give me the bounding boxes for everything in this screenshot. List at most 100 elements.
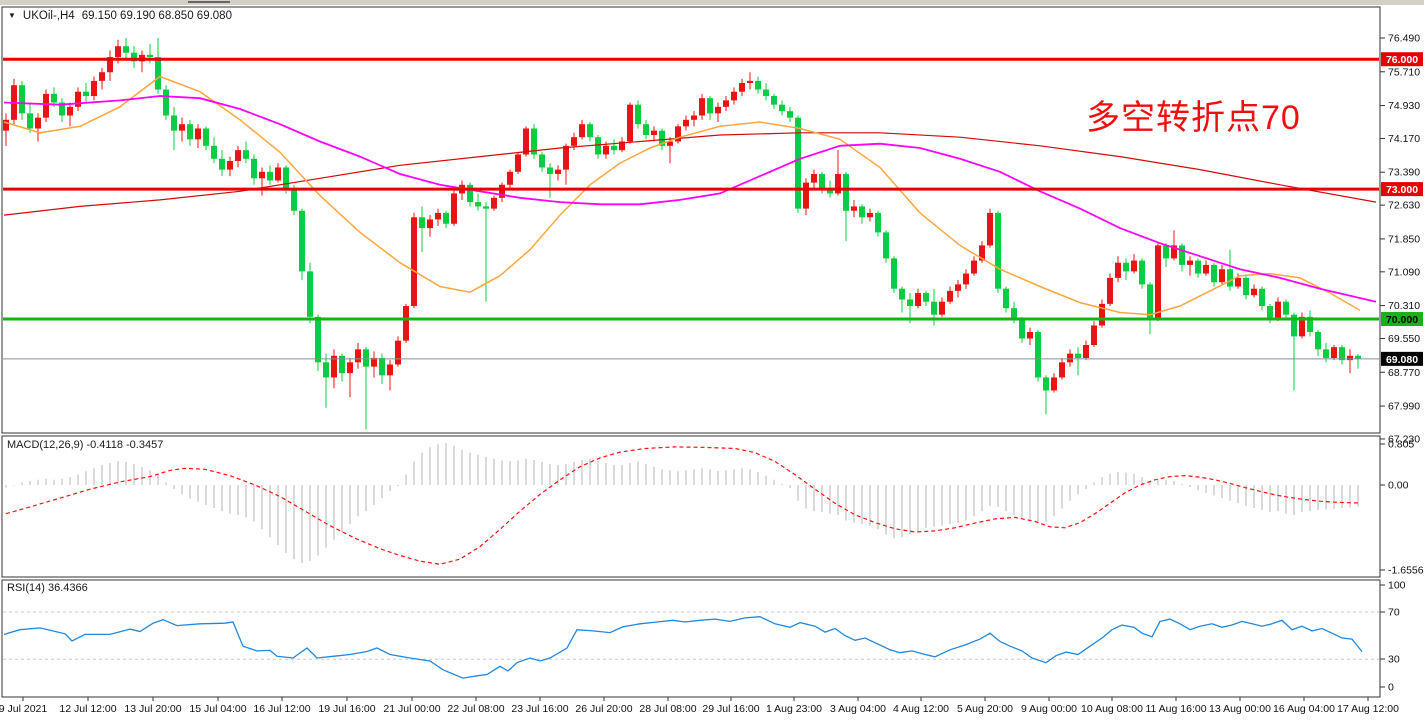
candle	[1243, 277, 1249, 296]
candle	[667, 141, 673, 146]
candle	[1179, 245, 1185, 265]
candle	[411, 217, 417, 307]
candle	[19, 85, 25, 114]
candle	[75, 91, 81, 107]
candle	[539, 154, 545, 168]
candle	[963, 273, 969, 285]
candle	[1211, 264, 1217, 283]
candle	[307, 271, 313, 317]
time-axis-label: 10 Aug 08:00	[1081, 703, 1143, 715]
candle	[1331, 347, 1337, 358]
candle	[491, 197, 497, 209]
candle	[171, 115, 177, 131]
candle	[331, 355, 337, 378]
candle	[251, 158, 257, 179]
candle	[739, 83, 745, 92]
candle	[1123, 262, 1129, 272]
candle	[891, 258, 897, 289]
price-level-badge	[1381, 312, 1423, 327]
candle	[691, 115, 697, 120]
candle	[755, 80, 761, 90]
candle	[211, 145, 217, 159]
candle	[1227, 269, 1233, 287]
candle	[523, 128, 529, 155]
time-axis-label: 17 Aug 12:00	[1337, 703, 1399, 715]
candle	[555, 169, 561, 174]
candle	[27, 113, 33, 129]
candle	[483, 206, 489, 209]
candle	[131, 52, 137, 62]
candle	[43, 93, 49, 118]
window-top-strip	[0, 0, 1424, 5]
time-axis-label: 28 Jul 08:00	[639, 703, 696, 715]
candle	[819, 173, 825, 190]
candle	[1147, 284, 1153, 320]
rsi-axis-label: 70	[1388, 607, 1400, 619]
candle	[123, 46, 129, 53]
candle	[611, 145, 617, 151]
time-axis-label: 29 Jul 16:00	[702, 703, 759, 715]
chart-title: ▼ UKOil-,H4 69.150 69.190 68.850 69.080	[8, 10, 232, 22]
time-axis-label: 23 Jul 16:00	[511, 703, 568, 715]
candle	[451, 193, 457, 224]
candle	[1075, 353, 1081, 358]
price-axis-label: 73.390	[1388, 167, 1420, 179]
candle	[1011, 308, 1017, 320]
candle	[1299, 316, 1305, 337]
candle	[267, 171, 273, 181]
candle	[1139, 260, 1145, 285]
candle	[1115, 262, 1121, 278]
candle	[243, 150, 249, 159]
price-axis-label: 74.930	[1388, 100, 1420, 112]
candle	[1323, 349, 1329, 358]
candle	[995, 212, 1001, 289]
candle	[747, 80, 753, 84]
time-axis-label: 21 Jul 00:00	[383, 703, 440, 715]
candle	[907, 299, 913, 307]
candle	[979, 245, 985, 261]
candle	[419, 217, 425, 229]
ma-slow-darkred	[3, 132, 1377, 216]
candle	[379, 357, 385, 376]
candle	[699, 98, 705, 116]
candle	[1203, 264, 1209, 274]
candle	[1315, 332, 1321, 350]
price-axis-label: 70.310	[1388, 300, 1420, 312]
candle	[1275, 301, 1281, 320]
candle	[1283, 301, 1289, 315]
time-axis-label: 15 Jul 04:00	[189, 703, 246, 715]
candle	[931, 301, 937, 315]
time-axis-label: 4 Aug 12:00	[893, 703, 949, 715]
collapse-chevron-icon[interactable]: ▼	[8, 11, 16, 20]
candle	[675, 126, 681, 142]
candle	[195, 128, 201, 140]
rsi-axis-label: 0	[1388, 682, 1394, 694]
price-axis-label: 67.230	[1388, 433, 1420, 445]
macd-indicator-title: MACD(12,26,9) -0.4118 -0.3457	[7, 439, 164, 451]
price-axis-label: 74.170	[1388, 133, 1420, 145]
candle	[179, 124, 185, 131]
candle	[1267, 306, 1273, 320]
candle	[619, 141, 625, 151]
candle	[1059, 362, 1065, 378]
candle	[603, 145, 609, 155]
candle	[563, 145, 569, 170]
candle	[947, 290, 953, 302]
candle	[859, 206, 865, 218]
candle	[1171, 245, 1177, 259]
candle	[1339, 347, 1345, 361]
time-axis-label: 16 Aug 04:00	[1273, 703, 1335, 715]
price-axis: 76.490 75.710 74.930 74.170 73.390 72.630 71.8…	[1380, 33, 1423, 445]
candle	[35, 117, 41, 129]
price-level-badge	[1381, 52, 1423, 67]
candle	[259, 171, 265, 179]
candle	[651, 130, 657, 135]
candle	[939, 301, 945, 315]
time-axis-label: 5 Aug 20:00	[957, 703, 1013, 715]
candle	[1307, 316, 1313, 333]
candle	[59, 102, 65, 116]
candle	[107, 57, 113, 73]
candle	[955, 284, 961, 291]
